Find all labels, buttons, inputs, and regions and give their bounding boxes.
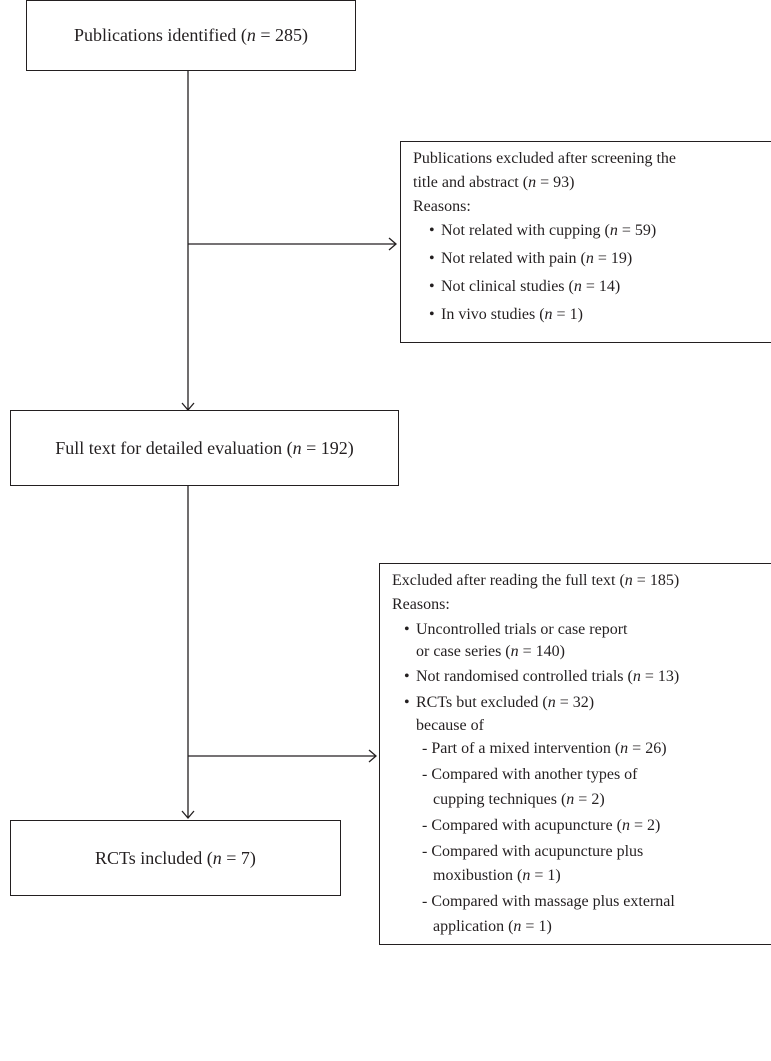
fulltext-reason-item-cont: or case series (n = 140): [416, 643, 565, 660]
screening-heading-line1: Publications excluded after screening th…: [413, 150, 677, 167]
screening-reason-item: Not related with cupping (n = 59): [427, 222, 656, 240]
fulltext-exclusion-box: Excluded after reading the full text (n …: [379, 563, 771, 945]
fulltext-sub-item: - Compared with acupuncture plus: [422, 843, 644, 860]
fulltext-sub-item: - Compared with another types of: [422, 766, 638, 783]
full-text-text: Full text for detailed evaluation (n = 1…: [55, 437, 354, 458]
fulltext-sub-item-cont: cupping techniques (n = 2): [433, 791, 605, 808]
fulltext-reasons-label: Reasons:: [392, 596, 450, 613]
identified-text: Publications identified (n = 285): [73, 25, 309, 45]
screening-reason-item: In vivo studies (n = 1): [427, 306, 583, 324]
arrowhead-screening-exclusion: [388, 237, 397, 251]
full-text-box: Full text for detailed evaluation (n = 1…: [10, 410, 399, 486]
fulltext-reason-item: Not randomised controlled trials (n = 13…: [402, 668, 679, 686]
identified-box: Publications identified (n = 285): [26, 0, 356, 71]
screening-reason-item: Not related with pain (n = 19): [427, 250, 632, 268]
fulltext-sub-item: - Part of a mixed intervention (n = 26): [422, 740, 667, 757]
fulltext-heading: Excluded after reading the full text (n …: [392, 572, 680, 589]
included-box: RCTs included (n = 7): [10, 820, 341, 896]
fulltext-sub-item-cont: moxibustion (n = 1): [433, 867, 561, 884]
screening-exclusion-box: Publications excluded after screening th…: [400, 141, 771, 343]
arrowhead-included: [181, 810, 195, 819]
included-text: RCTs included (n = 7): [95, 847, 256, 868]
because-of-label: because of: [416, 717, 484, 734]
fulltext-sub-item: - Compared with acupuncture (n = 2): [422, 817, 661, 834]
fulltext-reason-item: Uncontrolled trials or case report: [402, 621, 627, 639]
fulltext-reason-item: RCTs but excluded (n = 32): [402, 694, 594, 712]
fulltext-sub-item: - Compared with massage plus external: [422, 893, 675, 910]
arrowhead-fulltext-exclusion: [368, 749, 377, 763]
screening-reasons-label: Reasons:: [413, 198, 471, 215]
fulltext-sub-item-cont: application (n = 1): [433, 918, 552, 935]
screening-heading-line2: title and abstract (n = 93): [413, 174, 575, 191]
screening-reason-item: Not clinical studies (n = 14): [427, 278, 620, 296]
